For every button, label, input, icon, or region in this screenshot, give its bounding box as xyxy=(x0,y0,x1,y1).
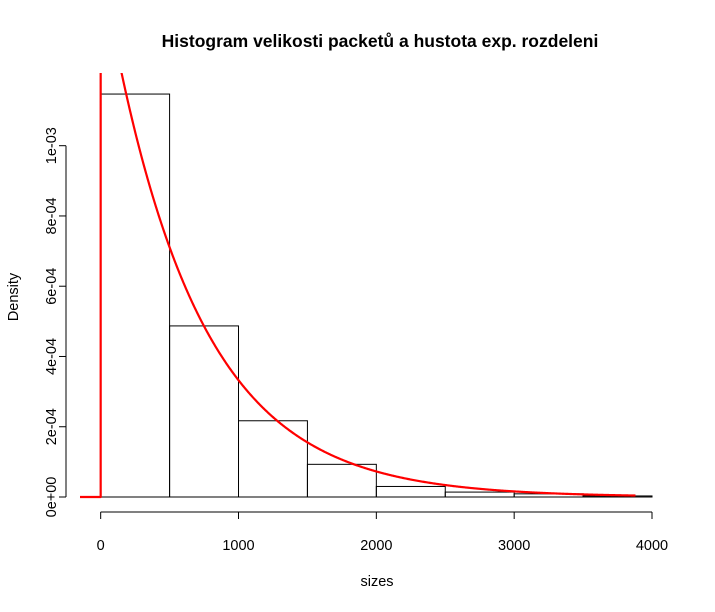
histogram-bars xyxy=(100,93,653,498)
histogram-bar-4 xyxy=(306,463,377,498)
x-axis: 0 1000 2000 3000 4000 xyxy=(97,511,668,554)
y-tick-label-0: 0e+00 xyxy=(44,477,60,518)
density-curve xyxy=(80,73,636,499)
histogram-bar-3 xyxy=(238,420,308,498)
y-axis-label: Density xyxy=(6,272,22,321)
density-curve-layer xyxy=(80,73,636,499)
histogram-bar-6 xyxy=(444,491,515,498)
x-tick-label-2: 2000 xyxy=(360,538,392,554)
chart-title: Histogram velikosti packetů a hustota ex… xyxy=(162,31,599,51)
y-tick-label-5: 1e-03 xyxy=(44,127,60,164)
histogram-bar-1 xyxy=(100,93,171,498)
x-tick-label-0: 0 xyxy=(97,538,105,554)
x-tick-label-1: 1000 xyxy=(222,538,254,554)
y-axis: 0e+00 2e-04 4e-04 6e-04 8e-04 1e-03 xyxy=(44,127,67,518)
y-tick-label-1: 2e-04 xyxy=(44,408,60,445)
x-tick-label-3: 3000 xyxy=(498,538,530,554)
x-axis-label: sizes xyxy=(360,574,393,590)
histogram-bar-5 xyxy=(375,485,446,498)
y-tick-label-3: 6e-04 xyxy=(44,268,60,305)
histogram-bar-2 xyxy=(169,325,240,498)
y-tick-label-2: 4e-04 xyxy=(44,338,60,375)
y-tick-label-4: 8e-04 xyxy=(44,197,60,234)
x-tick-label-4: 4000 xyxy=(636,538,668,554)
